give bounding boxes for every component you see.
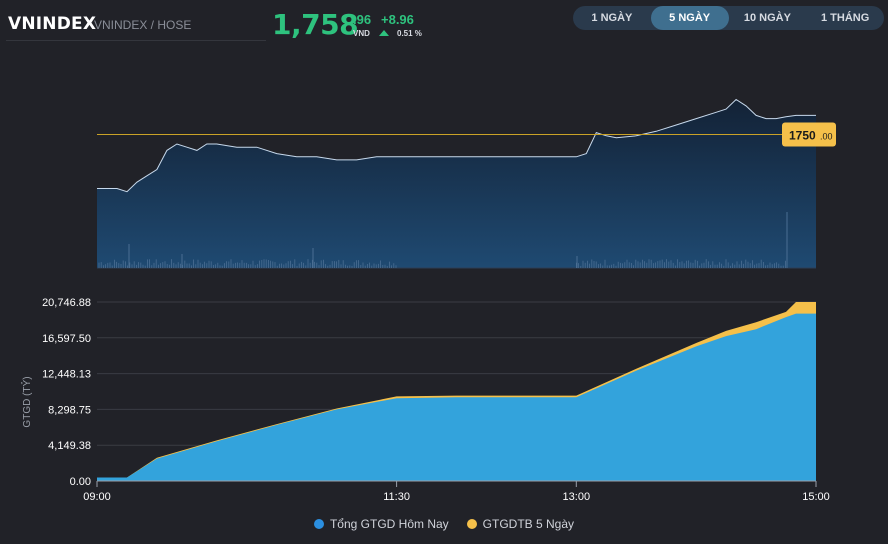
volume-ticks (98, 212, 788, 268)
y-tick-label: 20,746.88 (42, 297, 91, 309)
y-tick-label: 12,448.13 (42, 369, 91, 381)
legend-today-label: Tổng GTGD Hôm Nay (329, 517, 449, 531)
reference-price-label: 1750 (789, 129, 816, 143)
up-arrow-icon (379, 30, 389, 36)
price-decimal: .96 (353, 12, 372, 27)
y-tick-label: 8,298.75 (48, 404, 91, 416)
tab-10-days[interactable]: 10 NGÀY (743, 12, 791, 24)
series-today-area (97, 313, 816, 481)
x-tick-label: 11:30 (383, 491, 410, 503)
value-chart: 0.00 4,149.38 8,298.75 12,448.13 16,597.50 20… (20, 297, 830, 503)
y-tick-label: 16,597.50 (42, 333, 91, 345)
price-change: +8.96 (381, 12, 414, 27)
tab-5-days[interactable]: 5 NGÀY (650, 6, 729, 30)
tab-1-day[interactable]: 1 NGÀY (591, 12, 633, 24)
chart-legend: Tổng GTGD Hôm Nay GTGDTB 5 Ngày (0, 517, 888, 531)
index-exchange: VNINDEX / HOSE (94, 18, 192, 32)
y-axis-label: GTGD (TỶ) (20, 376, 33, 427)
legend-item-today[interactable]: Tổng GTGD Hôm Nay (313, 517, 449, 531)
legend-avg5-label: GTGDTB 5 Ngày (482, 517, 575, 531)
legend-item-avg5[interactable]: GTGDTB 5 Ngày (466, 517, 575, 531)
price-change-percent: 0.51 % (397, 29, 422, 38)
y-tick-label: 0.00 (70, 476, 91, 488)
price-unit: VND (353, 29, 370, 38)
legend-avg5-dot (466, 519, 477, 529)
x-tick-label: 13:00 (563, 491, 591, 503)
period-tabs: 1 NGÀY 5 NGÀY 10 NGÀY 1 THÁNG (573, 6, 884, 30)
reference-price-badge (782, 122, 836, 147)
price-integer: 1,758 (272, 8, 359, 41)
tab-1-month[interactable]: 1 THÁNG (820, 12, 870, 24)
price-line (97, 98, 816, 193)
x-tick-label: 15:00 (802, 491, 830, 503)
header-divider (6, 40, 266, 41)
price-area (97, 99, 816, 268)
y-tick-label: 4,149.38 (48, 440, 91, 452)
price-chart: 1750 .00 (97, 98, 836, 269)
reference-price-decimal: .00 (820, 132, 833, 142)
x-tick-label: 09:00 (83, 491, 111, 503)
legend-today-dot (313, 519, 324, 529)
index-symbol: VNINDEX (8, 14, 97, 34)
